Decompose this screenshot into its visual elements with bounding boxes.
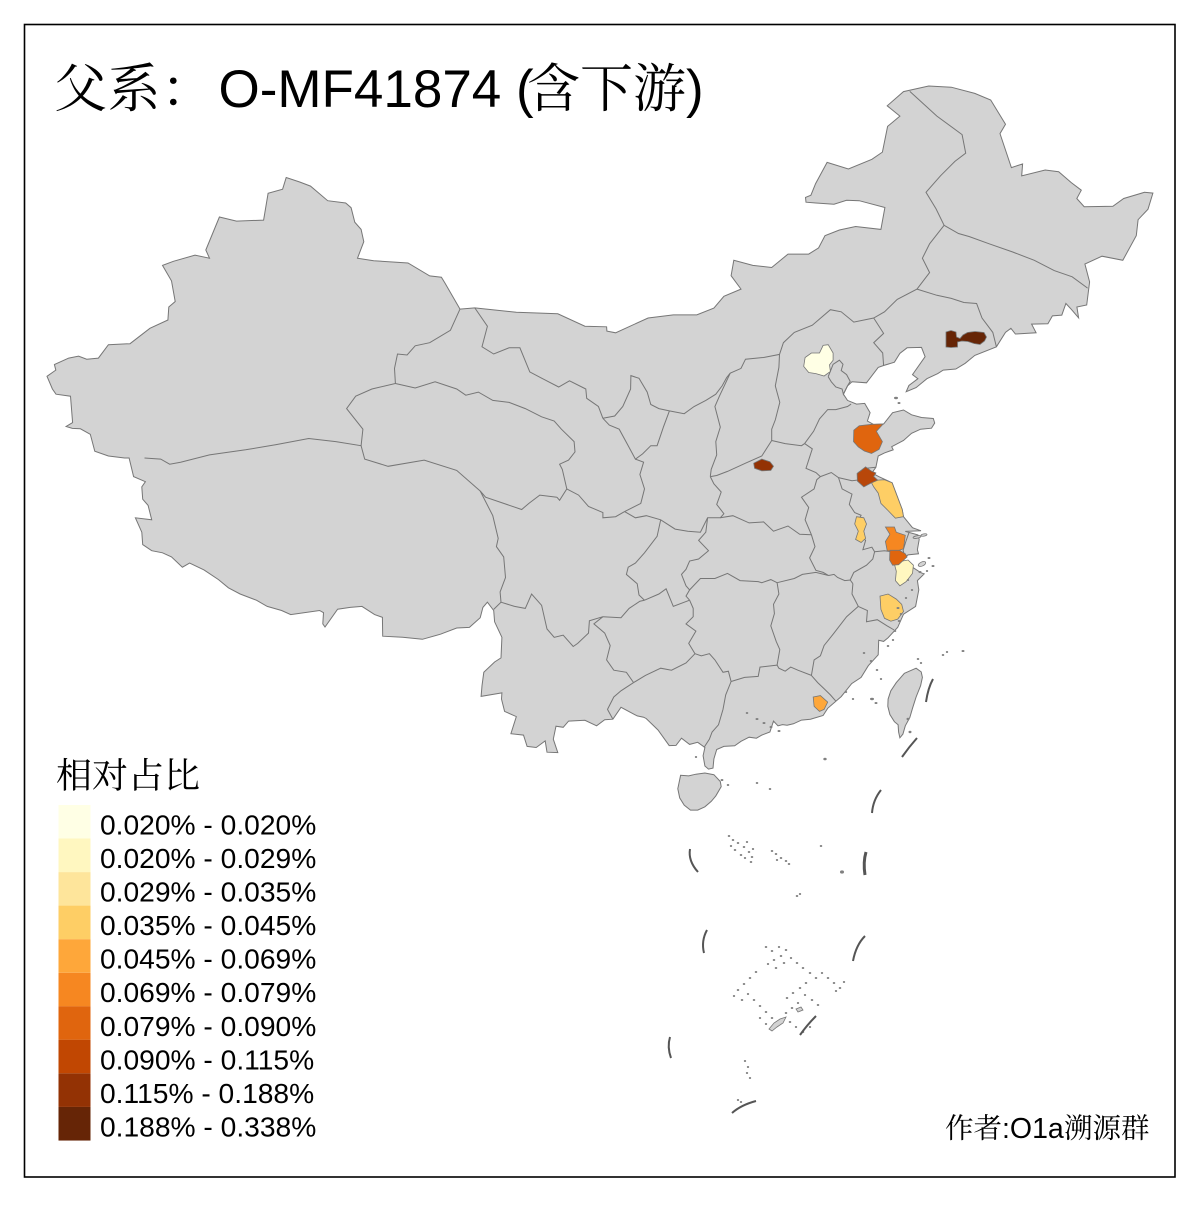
svg-text:0.069% - 0.079%: 0.069% - 0.079% [100,976,316,1008]
svg-text:0.020% - 0.020%: 0.020% - 0.020% [100,809,316,841]
svg-text:O-MF41874 (: O-MF41874 ( [219,60,535,119]
svg-text:0.079% - 0.090%: 0.079% - 0.090% [100,1010,316,1042]
svg-text:0.045% - 0.069%: 0.045% - 0.069% [100,943,316,975]
svg-text:0.188% - 0.338%: 0.188% - 0.338% [100,1111,316,1143]
svg-text:0.090% - 0.115%: 0.090% - 0.115% [100,1043,314,1075]
svg-text:0.029% - 0.035%: 0.029% - 0.035% [100,876,316,908]
svg-text:0.115% - 0.188%: 0.115% - 0.188% [100,1077,314,1109]
svg-text:0.020% - 0.029%: 0.020% - 0.029% [100,842,316,874]
svg-text:): ) [686,60,704,119]
svg-text:0.035% - 0.045%: 0.035% - 0.045% [100,909,316,941]
svg-text::O1a: :O1a [1002,1113,1064,1145]
